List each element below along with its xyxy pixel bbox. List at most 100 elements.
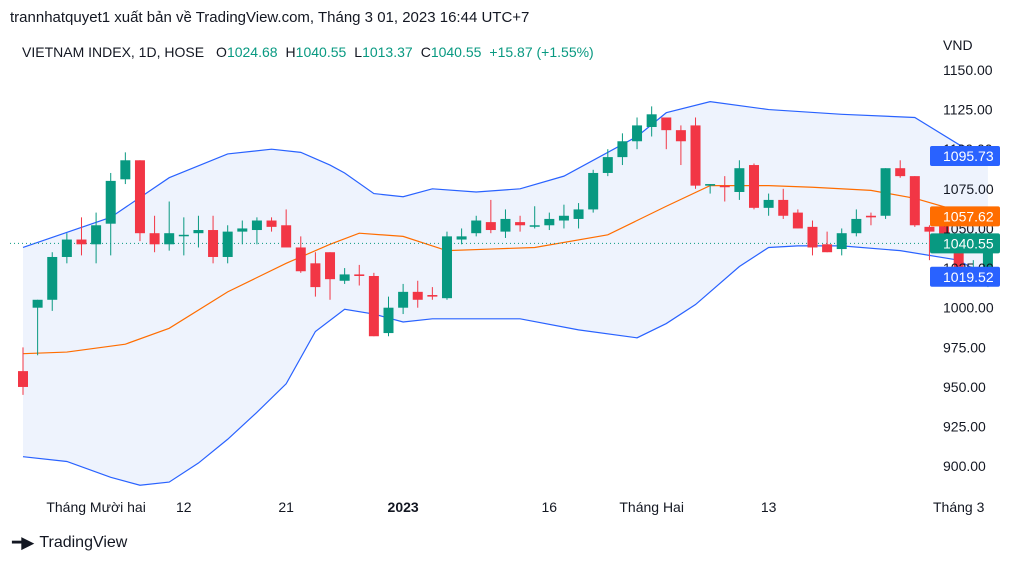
candle-body [398,291,409,308]
candle-body [61,239,72,257]
x-tick-label: 21 [278,499,294,515]
candle [719,176,730,202]
candle-body [91,225,102,245]
footer-brand[interactable]: ━▶ TradingView [12,533,127,553]
x-axis: Tháng Mười hai 12 21 2023 16 Tháng Hai 13 Tháng… [46,499,984,515]
candle-body [763,199,774,208]
candle-body [588,172,599,210]
symbol-label[interactable]: VIETNAM INDEX, 1D, HOSE [22,44,205,60]
bb-basis-line [22,185,989,355]
close-key: C [420,44,431,60]
candle [734,160,745,200]
candle [909,176,920,227]
low-value: 1013.37 [362,44,413,60]
candle [865,212,876,226]
candle-body [295,247,306,272]
candle [295,236,306,273]
price-label-badge [930,206,1000,227]
candle-body [383,307,394,334]
candle-body [354,274,365,276]
candle-body [441,236,452,299]
candle [427,287,438,300]
candle [76,217,87,256]
bb-lower-line [22,245,989,486]
candle [515,215,526,232]
candle-body [632,125,643,142]
candle-body [251,220,262,231]
open-key: O [216,44,227,60]
candle [251,217,262,245]
y-tick-label: 950.00 [943,379,986,395]
bb-upper-line [22,101,989,249]
price-labels: 1095.73 1057.62 1040.55 1019.52 [930,145,1000,287]
candle [339,268,350,284]
currency-label: VND [943,37,973,53]
candle-body [310,263,321,288]
candle [193,215,204,248]
candle [281,209,292,248]
candle-body [705,184,716,186]
ohlc-legend: VIETNAM INDEX, 1D, HOSE O 1024.68 H 1040… [22,44,594,60]
y-tick-label: 1150.00 [943,62,993,78]
candle-body [281,225,292,248]
candle-body [105,180,116,224]
candle-body [778,199,789,216]
candle-body [924,226,935,232]
candle [325,252,336,300]
candle-body [193,230,204,234]
candle [354,264,365,286]
high-value: 1040.55 [295,44,347,60]
candle-body [909,176,920,226]
candle-body [427,295,438,297]
candle-body [471,220,482,234]
candle-body [339,274,350,281]
candle [924,225,935,261]
candle [412,280,423,308]
candle-body [617,141,628,158]
x-tick-label: 16 [542,499,558,515]
candle [383,296,394,337]
candle [573,203,584,229]
candle-body [865,215,876,218]
candle-body [237,228,248,232]
candle [778,188,789,219]
candle-body [456,236,467,240]
tradingview-logo-icon: ━▶ [12,533,34,552]
candle [588,169,599,213]
candle-body [749,165,759,208]
candle [529,206,540,229]
candle [485,199,496,234]
y-tick-label: 925.00 [943,419,986,435]
price-label-text: 1057.62 [943,208,994,224]
candle [149,215,160,253]
candle-body [500,218,511,232]
candle [851,209,862,237]
candle [266,217,277,232]
candle [895,160,906,178]
candle [807,220,818,256]
candle [705,184,716,194]
x-tick-label: 12 [176,499,192,515]
candle-body [558,215,569,221]
y-tick-label: 1125.00 [943,102,993,118]
candle-body [164,233,175,245]
candle [880,168,891,219]
candle-body [836,233,847,250]
candle [471,215,482,237]
candle-body [134,160,145,234]
candle [105,172,116,256]
change-value: +15.87 (+1.55%) [489,44,594,60]
candle-body [807,226,818,248]
candle-body [675,130,686,142]
band-fill [23,101,988,486]
candles [18,106,993,395]
x-tick-label: Tháng Mười hai [46,499,145,515]
candle-body [822,244,833,253]
candle-body [368,276,379,337]
candle-body [880,168,891,216]
candle [441,231,452,300]
y-tick-label: 900.00 [943,458,986,474]
y-tick-label: 1000.00 [943,300,994,316]
candle [18,347,28,395]
